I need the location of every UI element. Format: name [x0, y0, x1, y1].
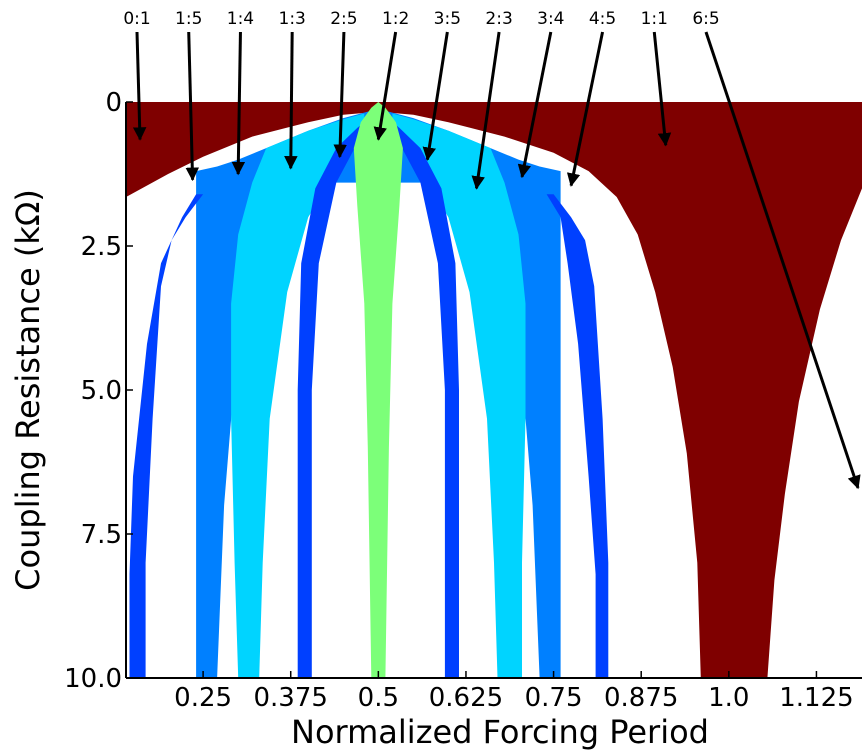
y-tick-label: 7.5: [81, 520, 122, 550]
ticks: 0.25 0.375 0.5 0.625 0.75 0.875 1.0 1.125 0 2.5 5.…: [64, 88, 854, 713]
annotation-label-1-to-3: 1:3: [279, 9, 306, 29]
y-tick-label: 0: [105, 88, 122, 118]
annotation-arrow-1-to-3: [284, 31, 298, 170]
annotation-arrow-2-to-5: [333, 31, 347, 159]
annotation-label-1-to-2: 1:2: [382, 9, 409, 29]
annotation-arrow-1-to-2: [373, 31, 398, 141]
annotation-arrow-0-to-1: [132, 31, 147, 141]
annotations: 0:1 1:5 1:4 1:3 2:5 1:2 3:5 2:3 3:4 4:5 1:1 6:5: [123, 9, 861, 490]
y-axis-label: Coupling Resistance (kΩ): [9, 189, 47, 591]
x-tick-label: 0.375: [254, 683, 328, 713]
annotation-label-2-to-3: 2:3: [485, 9, 512, 29]
region-4-to-5: [546, 194, 609, 678]
annotation-label-0-to-1: 0:1: [123, 9, 150, 29]
annotation-arrow-6-to-5: [704, 31, 861, 490]
x-tick-label: 0.5: [358, 683, 399, 713]
y-tick-label: 10.0: [64, 664, 122, 694]
region-3-to-5: [385, 116, 459, 678]
annotation-label-4-to-5: 4:5: [589, 9, 616, 29]
annotation-label-2-to-5: 2:5: [330, 9, 357, 29]
annotation-arrow-1-to-4: [231, 31, 246, 176]
region-1-to-1: [126, 102, 862, 678]
x-tick-label: 0.75: [525, 683, 583, 713]
annotation-arrow-1-to-1: [652, 31, 672, 147]
x-axis-label: Normalized Forcing Period: [291, 713, 709, 751]
region-1-to-3: [231, 113, 365, 678]
annotation-label-6-to-5: 6:5: [692, 9, 719, 29]
annotation-arrow-4-to-5: [566, 31, 605, 187]
tongue-regions: [126, 102, 862, 678]
annotation-arrow-1-to-5: [185, 31, 200, 182]
annotation-label-1-to-1: 1:1: [641, 9, 668, 29]
x-tick-label: 0.25: [174, 683, 232, 713]
y-tick-label: 2.5: [81, 232, 122, 262]
x-tick-label: 1.125: [779, 683, 853, 713]
annotation-label-3-to-4: 3:4: [537, 9, 564, 29]
annotation-label-1-to-4: 1:4: [227, 9, 254, 29]
x-tick-label: 0.875: [604, 683, 678, 713]
annotation-arrow-3-to-5: [422, 31, 449, 161]
region-2-to-3: [392, 113, 526, 678]
region-1-to-2: [353, 102, 403, 678]
annotation-label-3-to-5: 3:5: [434, 9, 461, 29]
region-2-to-5: [297, 116, 372, 678]
annotation-arrow-2-to-3: [471, 31, 501, 190]
y-tick-label: 5.0: [81, 376, 122, 406]
x-tick-label: 0.625: [429, 683, 503, 713]
annotation-arrow-3-to-4: [517, 31, 553, 179]
annotation-label-1-to-5: 1:5: [175, 9, 202, 29]
region-1-to-5: [129, 194, 204, 678]
x-tick-label: 1.0: [708, 683, 749, 713]
